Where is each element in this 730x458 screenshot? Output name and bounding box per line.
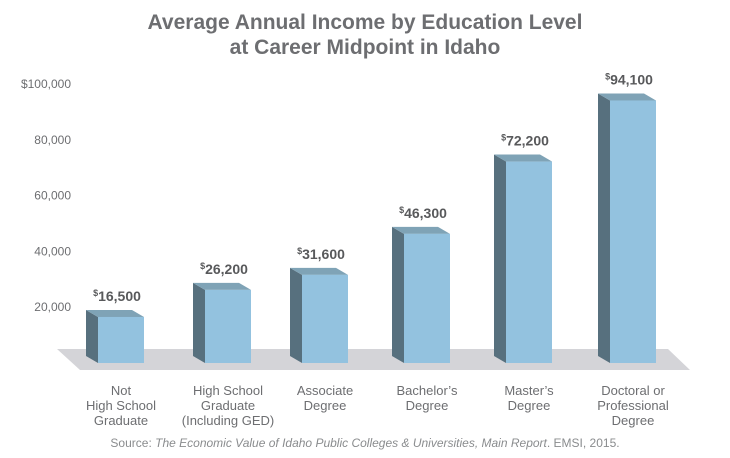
bar-value-label: $46,300: [399, 205, 447, 221]
bar-front-face: [506, 161, 552, 363]
bar-value-number: 26,200: [205, 261, 248, 277]
x-tick-label-line: (Including GED): [182, 413, 274, 428]
bar-value-label: $26,200: [200, 261, 248, 277]
y-tick-label: $100,000: [21, 77, 71, 91]
bar-value-number: 31,600: [302, 246, 345, 262]
bar-front-face: [610, 100, 656, 363]
x-tick-label-line: High School: [193, 383, 263, 398]
bar-front-face: [205, 289, 251, 363]
bar-side-face: [598, 93, 610, 363]
currency-symbol: $: [399, 205, 404, 215]
currency-symbol: $: [200, 261, 205, 271]
x-tick-label: Associate Degree: [297, 383, 353, 413]
x-tick-label-line: Bachelor’s: [397, 383, 458, 398]
bar: [290, 267, 348, 363]
bar-top-face: [392, 226, 450, 234]
x-tick-label-line: Degree: [406, 398, 449, 413]
bar-side-face: [290, 267, 302, 363]
x-tick-label-line: Degree: [612, 413, 655, 428]
bar-top-face: [494, 154, 552, 162]
bar-top-face: [290, 267, 348, 275]
currency-symbol: $: [93, 288, 98, 298]
y-tick-label: 60,000: [34, 189, 71, 203]
x-tick-label: Bachelor’s Degree: [397, 383, 458, 413]
bar-top-face: [193, 282, 251, 290]
currency-symbol: $: [501, 133, 506, 143]
source-prefix: Source:: [110, 436, 156, 450]
x-tick-label-line: Doctoral or: [601, 383, 665, 398]
x-tick-label: High School Graduate (Including GED): [182, 383, 274, 428]
bar: [598, 93, 656, 363]
bar: [494, 154, 552, 363]
bar-value-number: 46,300: [404, 205, 447, 221]
x-tick-label: Not High School Graduate: [86, 383, 156, 428]
bar-value-number: 16,500: [98, 288, 141, 304]
x-tick-label-line: Degree: [304, 398, 347, 413]
bar-front-face: [98, 316, 144, 363]
chart-title-line-1: Average Annual Income by Education Level: [147, 11, 583, 34]
bar-value-number: 72,200: [506, 133, 549, 149]
bar: [86, 309, 144, 363]
bar-side-face: [392, 226, 404, 363]
x-tick-label-line: High School: [86, 398, 156, 413]
bar-side-face: [86, 309, 98, 363]
bar: [392, 226, 450, 363]
chart-title: Average Annual Income by Education Level…: [0, 10, 730, 60]
source-title: The Economic Value of Idaho Public Colle…: [155, 436, 547, 450]
y-tick-label: 20,000: [34, 300, 71, 314]
x-tick-label: Master’s Degree: [504, 383, 554, 413]
bar-side-face: [193, 282, 205, 363]
bar-top-face: [86, 309, 144, 317]
bar: [193, 282, 251, 363]
bar-value-number: 94,100: [610, 71, 653, 87]
x-tick-label-line: Graduate: [94, 413, 148, 428]
chart-floor: [57, 349, 690, 370]
bar-value-label: $72,200: [501, 133, 549, 149]
bars: $16,500$26,200$31,600$46,300$72,200$94,1…: [86, 71, 656, 363]
y-axis: 20,000 40,000 60,000 80,000 $100,000: [21, 77, 71, 314]
currency-symbol: $: [605, 71, 610, 81]
source-suffix: . EMSI, 2015.: [546, 436, 620, 450]
bar-value-label: $16,500: [93, 288, 141, 304]
bar-front-face: [302, 274, 348, 363]
x-tick-label-line: Master’s: [504, 383, 554, 398]
x-tick-label-line: Not: [111, 383, 132, 398]
x-tick-label-line: Degree: [508, 398, 551, 413]
bar-value-label: $31,600: [297, 246, 345, 262]
x-tick-label-line: Professional: [597, 398, 669, 413]
y-tick-label: 40,000: [34, 244, 71, 258]
x-tick-label: Doctoral or Professional Degree: [597, 383, 669, 428]
source-note: Source: The Economic Value of Idaho Publ…: [0, 436, 730, 450]
bar-value-label: $94,100: [605, 71, 653, 87]
chart-title-line-2: at Career Midpoint in Idaho: [229, 36, 501, 59]
bar-top-face: [598, 93, 656, 101]
x-tick-label-line: Associate: [297, 383, 353, 398]
x-tick-label-line: Graduate: [201, 398, 255, 413]
bar-side-face: [494, 154, 506, 363]
y-tick-label: 80,000: [34, 133, 71, 147]
bar-front-face: [404, 233, 450, 363]
currency-symbol: $: [297, 246, 302, 256]
